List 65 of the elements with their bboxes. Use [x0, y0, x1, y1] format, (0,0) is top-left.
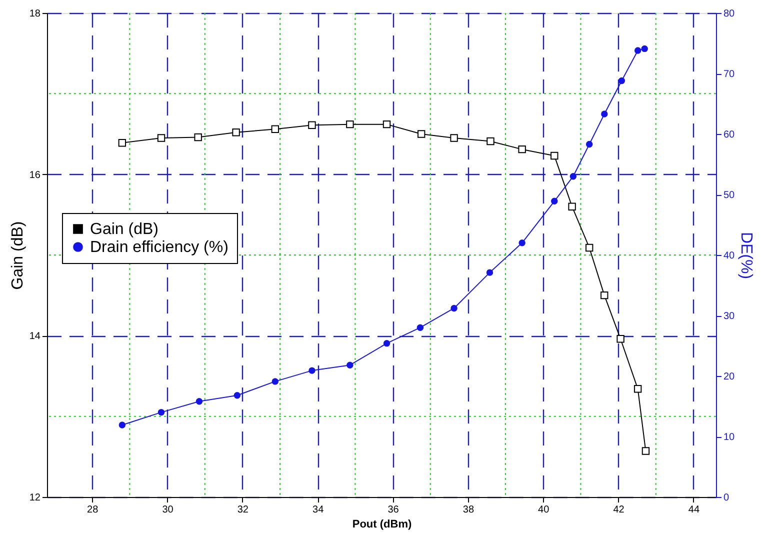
y2-tick-label: 50 — [724, 190, 736, 201]
point — [232, 128, 240, 136]
point — [194, 133, 202, 142]
x-tick-label: 38 — [462, 504, 474, 516]
x-tick-label: 30 — [162, 504, 174, 516]
point — [383, 340, 390, 347]
point — [585, 244, 594, 252]
y-tick-label: 16 — [29, 170, 41, 181]
point — [346, 120, 354, 128]
y-tick-label: 14 — [29, 331, 41, 342]
x-tick-label: 44 — [688, 504, 700, 516]
x-tick-label: 40 — [538, 504, 550, 516]
point — [417, 130, 426, 138]
point — [634, 47, 642, 54]
point — [618, 77, 626, 84]
point — [308, 121, 316, 129]
x-tick-label: 36 — [388, 504, 400, 516]
point — [272, 378, 278, 385]
y2-tick-label: 40 — [724, 250, 736, 262]
point — [346, 362, 354, 368]
point — [118, 422, 126, 428]
point — [642, 447, 650, 455]
point — [234, 392, 241, 399]
y2-tick-label: 0 — [724, 492, 730, 504]
point — [196, 398, 203, 405]
point — [551, 198, 558, 204]
point — [157, 134, 166, 142]
y2-axis-title: DE(%) — [738, 232, 755, 280]
point — [570, 173, 577, 180]
y2-tick-label: 70 — [724, 69, 736, 80]
point — [450, 304, 458, 312]
y-tick-label: 12 — [29, 492, 41, 504]
point — [450, 134, 458, 142]
x-tick-label: 42 — [613, 504, 625, 516]
x-tick-label: 34 — [312, 504, 324, 516]
legend-label: Drain efficiency (%) — [90, 239, 228, 256]
y2-tick-label: 30 — [724, 311, 736, 322]
point — [382, 120, 391, 128]
y2-tick-label: 80 — [724, 8, 736, 20]
y-axis-title: Gain (dB) — [9, 221, 26, 290]
point — [634, 385, 642, 393]
point — [486, 137, 494, 146]
point — [641, 45, 648, 52]
x-tick-label: 28 — [87, 504, 99, 516]
point — [550, 152, 558, 160]
point — [486, 269, 494, 276]
point — [518, 240, 526, 246]
point — [568, 202, 576, 210]
x-axis-title: Pout (dBm) — [352, 518, 412, 530]
point — [158, 408, 165, 416]
y2-tick-label: 60 — [724, 130, 736, 140]
point — [416, 324, 424, 331]
point — [616, 335, 624, 343]
point — [586, 140, 593, 148]
point — [518, 145, 526, 154]
point — [118, 139, 126, 147]
legend-label: Gain (dB) — [90, 221, 158, 238]
point — [600, 291, 608, 300]
x-tick-label: 32 — [237, 504, 249, 516]
point — [308, 367, 316, 374]
y-tick-label: 18 — [29, 8, 41, 20]
y2-tick-label: 10 — [724, 432, 736, 443]
y2-tick-label: 20 — [724, 372, 736, 382]
point — [271, 125, 279, 134]
point — [601, 110, 608, 118]
